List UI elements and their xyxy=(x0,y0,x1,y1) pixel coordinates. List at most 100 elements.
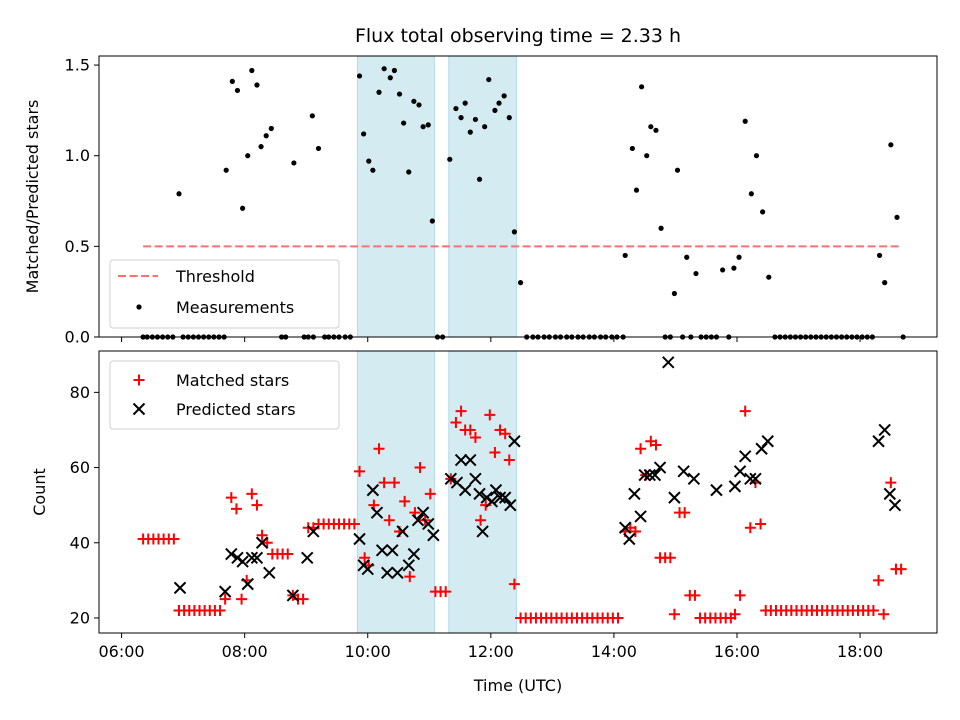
measurement-point xyxy=(268,125,274,132)
measurement-point xyxy=(234,87,241,94)
matched-point xyxy=(455,405,467,417)
predicted-point xyxy=(668,491,681,504)
predicted-point xyxy=(245,551,259,565)
predicted-point xyxy=(653,461,667,474)
matched-point xyxy=(664,552,676,564)
matched-point xyxy=(668,608,680,620)
predicted-point xyxy=(634,510,647,523)
matched-point xyxy=(508,578,520,590)
matched-point xyxy=(424,488,436,500)
bottom-y-tick-label: 40 xyxy=(70,533,90,552)
top-shaded-interval-1 xyxy=(356,55,435,338)
top-shaded-interval-2 xyxy=(448,55,517,338)
matched-point xyxy=(689,589,701,601)
matched-point xyxy=(256,529,268,541)
measurement-point xyxy=(766,274,772,280)
matched-point xyxy=(297,593,309,605)
measurement-point xyxy=(411,98,417,104)
measurement-point xyxy=(420,124,426,130)
predicted-point xyxy=(710,483,723,497)
matched-point xyxy=(734,589,746,601)
measurement-point xyxy=(356,73,363,79)
top-y-axis-label: Matched/Predicted stars xyxy=(23,100,42,294)
top-y-tick-label: 0.5 xyxy=(65,237,90,256)
measurement-point xyxy=(416,102,422,108)
matched-point xyxy=(464,424,476,436)
matched-point xyxy=(450,416,462,428)
measurement-point xyxy=(748,191,754,197)
measurement-point xyxy=(370,167,376,173)
matched-point xyxy=(895,563,907,575)
matched-point xyxy=(354,465,366,477)
predicted-point xyxy=(416,506,430,519)
matched-point xyxy=(878,608,890,620)
predicted-point xyxy=(738,450,752,463)
matched-point xyxy=(475,514,487,526)
matched-point xyxy=(629,525,641,537)
matched-point xyxy=(404,571,416,583)
measurement-point xyxy=(622,252,628,259)
predicted-point xyxy=(476,525,489,538)
predicted-point xyxy=(255,536,269,549)
measurement-point xyxy=(462,100,468,106)
matched-point xyxy=(219,593,231,605)
predicted-point xyxy=(469,472,482,486)
legend-matched-label: Matched stars xyxy=(176,371,289,390)
bottom-x-tick-label: 18:00 xyxy=(837,642,883,661)
matched-point xyxy=(359,552,371,564)
predicted-point xyxy=(427,529,440,542)
predicted-point xyxy=(498,491,512,504)
measurement-point xyxy=(760,209,766,215)
predicted-point xyxy=(493,491,507,504)
matched-point xyxy=(650,439,662,451)
measurement-point xyxy=(894,214,900,220)
predicted-point xyxy=(662,356,675,369)
measurement-point xyxy=(458,115,464,121)
predicted-point xyxy=(301,551,314,565)
measurement-point xyxy=(486,76,492,83)
legend-measurements-label: Measurements xyxy=(176,298,294,317)
measurement-point xyxy=(447,156,453,162)
predicted-point xyxy=(888,498,902,512)
bottom-legend: Matched stars Predicted stars xyxy=(109,360,340,430)
measurement-point xyxy=(496,100,502,106)
predicted-point xyxy=(263,566,276,580)
measurement-point xyxy=(376,89,382,95)
predicted-point xyxy=(370,506,384,519)
bottom-y-tick-label: 20 xyxy=(70,608,90,627)
predicted-point xyxy=(173,581,187,595)
predicted-point xyxy=(473,487,486,501)
measurement-point xyxy=(366,158,372,164)
measurement-point xyxy=(291,160,297,166)
measurement-point xyxy=(511,229,518,235)
bottom-x-tick-label: 06:00 xyxy=(99,642,145,661)
measurement-point xyxy=(467,129,473,135)
matched-point xyxy=(236,593,248,605)
measurement-point xyxy=(263,133,269,139)
matched-point xyxy=(251,499,263,511)
matched-point xyxy=(261,537,273,549)
measurement-point xyxy=(742,118,748,124)
measurement-point xyxy=(223,167,229,173)
bottom-y-tick-label: 80 xyxy=(70,383,90,402)
legend-predicted-label: Predicted stars xyxy=(176,400,296,419)
measurement-point xyxy=(315,145,322,152)
predicted-point xyxy=(396,525,409,538)
matched-point xyxy=(635,443,647,455)
top-y-tick-label: 0.0 xyxy=(65,328,90,347)
matched-point xyxy=(414,462,426,474)
measurement-point xyxy=(381,66,387,72)
top-axes-frame xyxy=(98,55,938,338)
bottom-axes-frame xyxy=(98,350,938,634)
measurement-point xyxy=(239,205,246,211)
predicted-point xyxy=(386,544,399,557)
predicted-point xyxy=(458,483,472,497)
predicted-point xyxy=(411,513,425,527)
measurement-point xyxy=(644,153,650,159)
legend-measurements-swatch xyxy=(136,304,142,310)
predicted-point xyxy=(353,532,366,546)
predicted-point xyxy=(623,532,636,546)
predicted-point xyxy=(402,559,415,572)
predicted-point xyxy=(381,566,394,580)
measurement-point xyxy=(648,124,654,130)
